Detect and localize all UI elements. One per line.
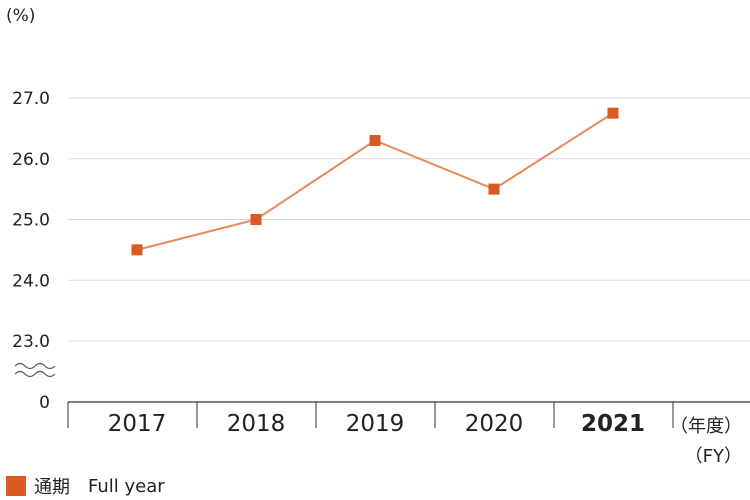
y-axis-unit-label: (%) [6,6,36,26]
data-point-marker [250,214,262,225]
axis-break-symbol [14,362,56,378]
series-line [136,112,614,251]
x-axis-suffix-english: （FY） [684,446,742,467]
y-tick-label: 0 [39,393,50,413]
x-tick-label: 2019 [346,411,405,437]
x-tick-label: 2018 [227,411,286,437]
legend-label-english: Full year [88,475,165,497]
x-tick-label: 2017 [108,411,167,437]
grid-lines [68,97,750,342]
series-full-year [131,107,619,256]
legend-label-japanese: 通期 [34,477,70,498]
y-tick-labels: 27.0 26.0 25.0 24.0 23.0 0 [12,89,50,413]
data-point-marker [131,244,143,256]
y-tick-label: 25.0 [12,211,50,231]
legend-swatch-square [6,476,26,496]
y-tick-label: 24.0 [12,271,50,291]
x-tick-label: 2020 [465,411,524,437]
y-tick-label: 26.0 [12,150,50,170]
y-tick-label: 27.0 [12,89,50,109]
x-tick-labels: 2017 2018 2019 2020 2021 [108,411,645,437]
axis-break-wave [14,362,56,370]
data-point-marker [369,135,381,147]
data-point-marker [488,183,500,195]
axis-break-wave [14,370,56,378]
x-tick-label: 2021 [581,411,645,437]
legend: 通期 Full year [6,473,165,499]
x-axis [67,401,750,428]
x-axis-suffix-japanese: （年度） [670,416,742,437]
y-tick-label: 23.0 [12,332,50,352]
data-point-marker [607,107,619,119]
